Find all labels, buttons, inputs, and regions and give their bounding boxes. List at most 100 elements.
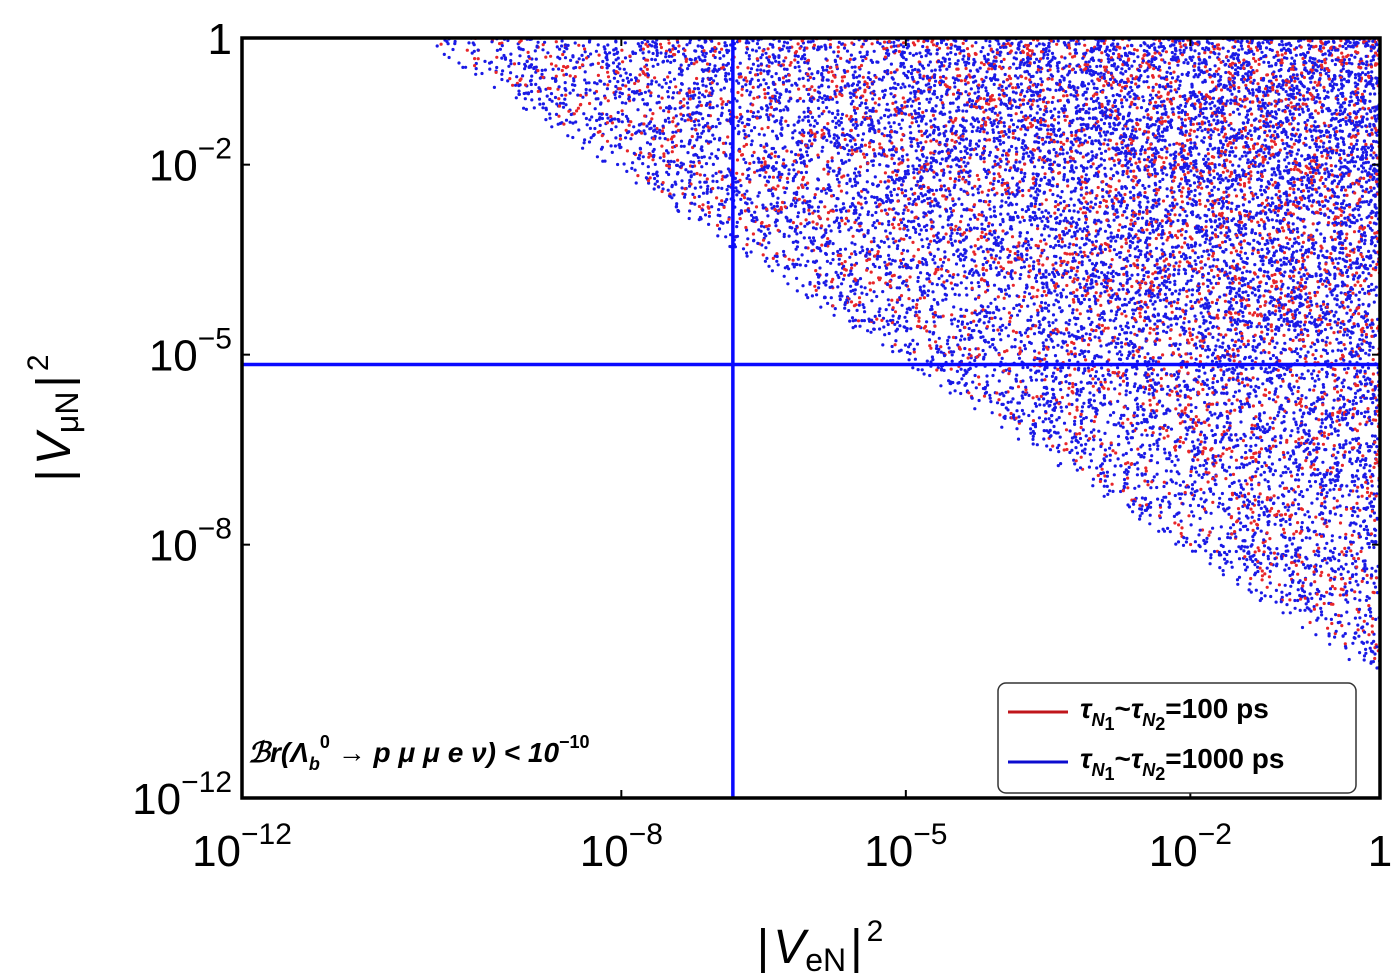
scatter-point <box>971 125 975 129</box>
scatter-point <box>625 169 629 173</box>
scatter-point <box>1011 123 1016 127</box>
scatter-point <box>977 273 981 277</box>
scatter-point <box>1252 238 1256 242</box>
scatter-point <box>571 135 575 140</box>
scatter-point <box>588 118 592 122</box>
scatter-point <box>1351 562 1355 566</box>
scatter-point <box>1210 429 1214 433</box>
scatter-point <box>1348 115 1352 119</box>
scatter-point <box>1285 603 1289 607</box>
scatter-point <box>1094 106 1098 110</box>
scatter-point <box>1364 378 1368 382</box>
scatter-point <box>946 338 950 343</box>
scatter-point <box>1002 121 1006 125</box>
scatter-point <box>1114 345 1118 349</box>
scatter-point <box>906 169 910 173</box>
scatter-point <box>689 160 693 164</box>
scatter-point <box>998 325 1002 329</box>
scatter-point <box>1194 262 1198 266</box>
scatter-point <box>915 342 920 346</box>
scatter-point <box>858 103 862 108</box>
scatter-point <box>1326 302 1330 306</box>
scatter-point <box>720 106 725 110</box>
scatter-point <box>563 56 568 60</box>
scatter-point <box>866 76 870 80</box>
scatter-point <box>1080 236 1084 241</box>
scatter-point <box>1220 206 1224 210</box>
scatter-point <box>742 157 746 161</box>
scatter-point <box>1074 273 1078 277</box>
scatter-point <box>964 90 968 94</box>
scatter-point <box>1298 593 1302 598</box>
scatter-point <box>1253 349 1257 353</box>
scatter-point <box>771 45 775 49</box>
scatter-point <box>1237 112 1241 116</box>
scatter-point <box>1123 481 1127 485</box>
scatter-point <box>865 106 869 110</box>
scatter-point <box>1043 301 1048 305</box>
scatter-point <box>584 87 588 92</box>
scatter-point <box>1254 384 1258 388</box>
scatter-point <box>1236 372 1240 376</box>
scatter-point <box>1215 172 1220 176</box>
scatter-point <box>1150 372 1154 376</box>
scatter-point <box>885 102 889 106</box>
scatter-point <box>1127 465 1131 469</box>
scatter-point <box>501 69 505 73</box>
scatter-point <box>1031 442 1035 446</box>
scatter-point <box>1068 318 1072 322</box>
scatter-point <box>641 155 645 159</box>
scatter-point <box>964 63 968 67</box>
scatter-point <box>1191 288 1195 292</box>
scatter-point <box>650 79 654 83</box>
scatter-point <box>1086 255 1090 259</box>
scatter-point <box>878 307 882 311</box>
scatter-point <box>1276 552 1280 556</box>
scatter-point <box>446 42 450 46</box>
scatter-point <box>1367 304 1371 308</box>
scatter-point <box>1184 130 1188 134</box>
scatter-point <box>1006 106 1010 110</box>
scatter-point <box>1228 237 1232 242</box>
scatter-point <box>1364 72 1368 77</box>
scatter-point <box>911 53 916 57</box>
scatter-point <box>1268 581 1272 585</box>
scatter-point <box>1133 382 1137 386</box>
scatter-point <box>949 46 953 50</box>
scatter-point <box>1216 177 1221 181</box>
scatter-point <box>1332 40 1336 45</box>
scatter-point <box>775 201 779 205</box>
scatter-point <box>686 151 690 155</box>
scatter-point <box>655 174 660 178</box>
scatter-point <box>701 93 705 97</box>
scatter-point <box>718 56 722 61</box>
scatter-point <box>886 298 890 302</box>
scatter-point <box>820 96 824 100</box>
scatter-point <box>1056 140 1060 144</box>
scatter-point <box>1209 106 1213 110</box>
scatter-point <box>927 338 932 342</box>
scatter-point <box>1205 536 1209 541</box>
scatter-point <box>672 160 676 164</box>
scatter-point <box>1076 104 1080 108</box>
scatter-point <box>1322 133 1326 138</box>
scatter-point <box>1152 442 1156 446</box>
scatter-point <box>1364 351 1368 355</box>
scatter-point <box>837 180 841 184</box>
scatter-point <box>957 197 961 201</box>
scatter-point <box>1147 184 1151 188</box>
scatter-point <box>1313 57 1317 61</box>
scatter-point <box>794 152 798 157</box>
scatter-point <box>969 320 973 325</box>
scatter-point <box>1056 61 1060 65</box>
scatter-point <box>1293 598 1297 603</box>
scatter-point <box>1242 463 1246 467</box>
scatter-point <box>761 203 765 207</box>
scatter-points <box>435 38 1380 670</box>
scatter-point <box>1120 101 1124 105</box>
scatter-point <box>985 131 989 135</box>
scatter-point <box>1291 92 1295 96</box>
scatter-point <box>744 251 749 255</box>
scatter-point <box>1205 305 1209 309</box>
scatter-point <box>1208 562 1212 566</box>
